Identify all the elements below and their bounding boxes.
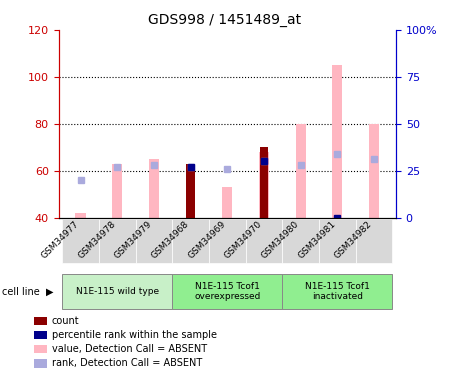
Bar	[332, 65, 342, 218]
Text: rank, Detection Call = ABSENT: rank, Detection Call = ABSENT	[52, 358, 202, 368]
Text: N1E-115 Tcof1
inactivated: N1E-115 Tcof1 inactivated	[305, 282, 370, 301]
Text: GSM34982: GSM34982	[333, 219, 374, 260]
Text: GDS998 / 1451489_at: GDS998 / 1451489_at	[148, 13, 302, 27]
Text: GSM34978: GSM34978	[76, 219, 117, 261]
Text: N1E-115 wild type: N1E-115 wild type	[76, 287, 159, 296]
Text: GSM34981: GSM34981	[296, 219, 338, 261]
Bar	[259, 152, 269, 217]
Text: GSM34968: GSM34968	[149, 219, 190, 261]
Bar	[369, 124, 379, 218]
Text: GSM34979: GSM34979	[113, 219, 154, 261]
Bar	[149, 159, 159, 218]
Text: cell line  ▶: cell line ▶	[2, 286, 54, 297]
Text: count: count	[52, 316, 79, 326]
Text: GSM34969: GSM34969	[186, 219, 227, 261]
Bar	[260, 147, 268, 218]
Bar	[222, 187, 232, 218]
Bar	[296, 124, 306, 218]
Text: percentile rank within the sample: percentile rank within the sample	[52, 330, 217, 340]
Text: N1E-115 Tcof1
overexpressed: N1E-115 Tcof1 overexpressed	[194, 282, 261, 301]
Bar	[112, 164, 122, 218]
Bar	[76, 213, 86, 217]
Text: GSM34977: GSM34977	[40, 219, 81, 261]
Bar	[186, 164, 195, 218]
Text: GSM34980: GSM34980	[260, 219, 301, 261]
Text: value, Detection Call = ABSENT: value, Detection Call = ABSENT	[52, 344, 207, 354]
Text: GSM34970: GSM34970	[223, 219, 264, 261]
